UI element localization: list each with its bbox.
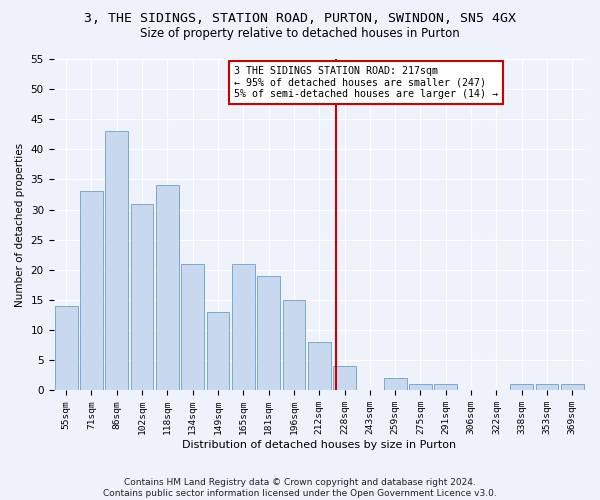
Bar [106, 132, 128, 390]
Bar [156, 186, 179, 390]
Bar [384, 378, 407, 390]
Bar [181, 264, 204, 390]
Bar [511, 384, 533, 390]
Bar [409, 384, 432, 390]
X-axis label: Distribution of detached houses by size in Purton: Distribution of detached houses by size … [182, 440, 457, 450]
Bar [131, 204, 154, 390]
Text: 3 THE SIDINGS STATION ROAD: 217sqm
← 95% of detached houses are smaller (247)
5%: 3 THE SIDINGS STATION ROAD: 217sqm ← 95%… [234, 66, 498, 99]
Bar [206, 312, 229, 390]
Bar [257, 276, 280, 390]
Text: Size of property relative to detached houses in Purton: Size of property relative to detached ho… [140, 28, 460, 40]
Bar [55, 306, 77, 390]
Bar [283, 300, 305, 390]
Bar [561, 384, 584, 390]
Y-axis label: Number of detached properties: Number of detached properties [15, 142, 25, 306]
Text: 3, THE SIDINGS, STATION ROAD, PURTON, SWINDON, SN5 4GX: 3, THE SIDINGS, STATION ROAD, PURTON, SW… [84, 12, 516, 26]
Bar [434, 384, 457, 390]
Bar [333, 366, 356, 390]
Bar [232, 264, 255, 390]
Bar [80, 192, 103, 390]
Bar [308, 342, 331, 390]
Bar [536, 384, 559, 390]
Text: Contains HM Land Registry data © Crown copyright and database right 2024.
Contai: Contains HM Land Registry data © Crown c… [103, 478, 497, 498]
